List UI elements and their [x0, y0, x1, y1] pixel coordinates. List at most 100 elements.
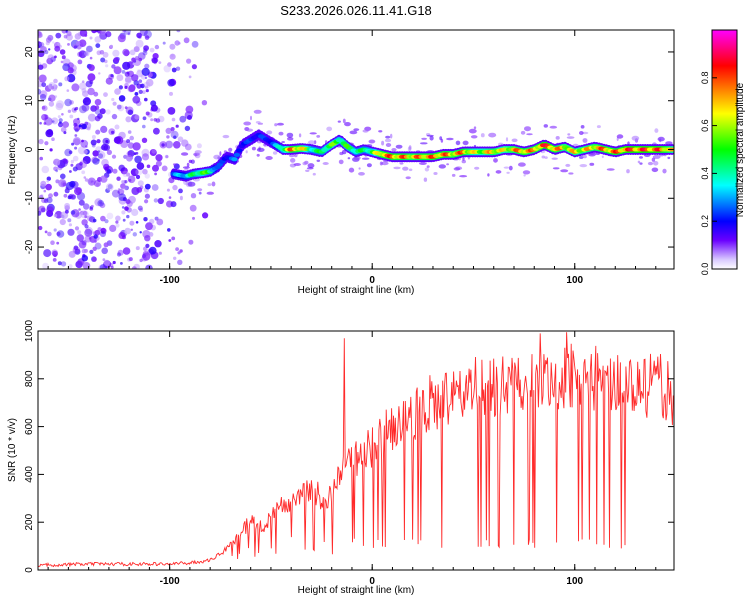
noise-blob	[82, 262, 91, 269]
noise-blob	[480, 133, 485, 138]
noise-blob	[94, 229, 101, 236]
noise-blob	[191, 64, 197, 70]
noise-blob	[192, 216, 195, 220]
noise-blob	[109, 262, 114, 268]
noise-blob	[78, 39, 87, 47]
noise-blob	[424, 167, 430, 172]
noise-blob	[183, 37, 190, 44]
noise-blob	[379, 161, 383, 166]
noise-blob	[125, 116, 132, 123]
noise-blob	[154, 44, 160, 50]
noise-blob	[487, 173, 490, 177]
noise-blob	[154, 240, 162, 248]
noise-blob	[60, 261, 67, 267]
noise-blob	[41, 115, 45, 119]
noise-blob	[54, 55, 57, 59]
noise-blob	[616, 134, 624, 139]
noise-blob	[68, 264, 73, 269]
noise-blob	[179, 195, 183, 201]
noise-blob	[316, 135, 321, 138]
noise-blob	[94, 242, 101, 249]
noise-blob	[177, 259, 183, 265]
noise-blob	[63, 131, 67, 135]
noise-blob	[150, 104, 158, 112]
x-tick-label: 100	[566, 275, 583, 286]
noise-blob	[65, 186, 69, 190]
noise-blob	[305, 169, 310, 172]
noise-blob	[286, 132, 294, 138]
noise-blob	[111, 113, 118, 120]
noise-blob	[66, 74, 76, 83]
noise-blob	[124, 85, 128, 89]
noise-blob	[124, 75, 132, 83]
noise-blob	[135, 246, 140, 251]
y-tick-label: -20	[24, 239, 35, 254]
noise-blob	[109, 224, 117, 232]
noise-blob	[543, 124, 548, 128]
noise-blob	[128, 85, 136, 92]
noise-blob	[462, 140, 469, 146]
noise-blob	[63, 193, 68, 198]
noise-blob	[99, 230, 106, 238]
noise-blob	[55, 102, 64, 111]
noise-blob	[131, 266, 137, 269]
noise-blob	[38, 64, 44, 70]
noise-blob	[659, 138, 662, 143]
noise-blob	[81, 88, 87, 93]
noise-blob	[81, 103, 90, 112]
noise-blob	[116, 252, 122, 257]
noise-blob	[56, 230, 65, 238]
noise-blob	[493, 158, 498, 163]
noise-blob	[43, 198, 49, 204]
noise-blob	[151, 184, 159, 191]
noise-blob	[169, 43, 176, 50]
noise-blob	[250, 115, 252, 121]
noise-blob	[77, 230, 82, 235]
noise-blob	[79, 105, 87, 114]
noise-blob	[579, 164, 588, 168]
noise-blob	[378, 130, 383, 133]
noise-blob	[165, 127, 172, 134]
noise-blob	[67, 218, 72, 223]
noise-blob	[48, 101, 55, 107]
noise-blob	[167, 79, 175, 87]
noise-blob	[134, 92, 139, 96]
spectrogram-x-axis: -100 0 100	[47, 30, 657, 286]
noise-blob	[106, 212, 114, 220]
noise-blob	[69, 180, 76, 188]
noise-blob	[39, 33, 43, 38]
noise-blob	[148, 246, 157, 255]
noise-blob	[59, 49, 66, 55]
noise-blob	[89, 56, 93, 60]
noise-blob	[326, 126, 333, 132]
noise-blob	[368, 139, 376, 144]
colorbar-tick-label: 0.0	[700, 263, 710, 276]
noise-blob	[228, 147, 233, 152]
noise-blob	[53, 158, 61, 166]
noise-blob	[92, 150, 99, 157]
noise-blob	[38, 44, 42, 48]
snr-x-axis: -100 0 100	[47, 331, 657, 587]
noise-blob	[131, 57, 136, 63]
noise-blob	[122, 61, 131, 70]
noise-blob	[667, 156, 671, 160]
noise-blob	[84, 228, 93, 237]
noise-blob	[39, 42, 45, 48]
noise-blob	[64, 76, 70, 82]
noise-blob	[468, 128, 477, 134]
noise-blob	[508, 165, 513, 171]
noise-blob	[358, 167, 361, 170]
noise-blob	[101, 158, 109, 167]
noise-blob	[184, 125, 191, 132]
noise-blob	[662, 168, 667, 174]
noise-blob	[322, 162, 329, 165]
noise-blob	[143, 45, 150, 51]
noise-blob	[82, 90, 89, 97]
noise-blob	[144, 76, 148, 80]
noise-blob	[76, 45, 82, 50]
noise-blob	[567, 133, 571, 136]
colorbar-gradient	[711, 29, 738, 270]
noise-blob	[348, 167, 355, 173]
noise-blob	[90, 139, 97, 146]
noise-blob	[112, 260, 116, 265]
